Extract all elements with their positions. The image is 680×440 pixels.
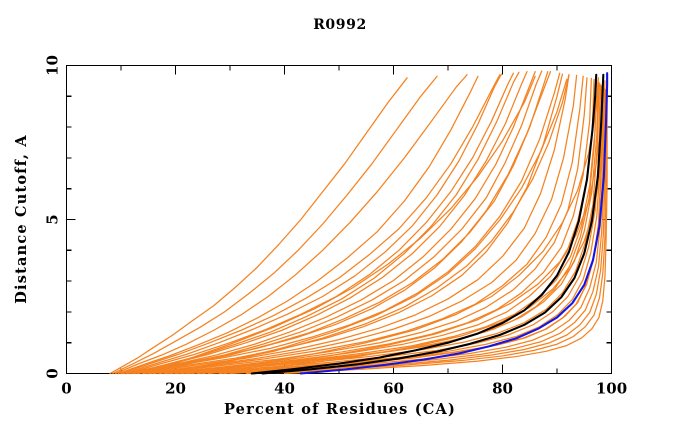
curve-prediction-orange-26 [180,83,601,375]
curve-prediction-orange-17 [142,74,578,375]
curve-prediction-orange-10 [134,71,536,375]
curve-prediction-orange-15 [131,73,564,375]
curve-prediction-orange-01 [109,77,408,375]
x-axis-title: Percent of Residues (CA) [224,401,456,418]
y-tick-label: 0 [44,368,62,378]
curve-prediction-orange-33 [262,89,608,375]
curve-prediction-orange-39 [202,78,604,375]
curve-prediction-orange-11 [136,70,543,375]
curve-prediction-orange-05 [120,74,501,375]
y-tick-labels: 0 5 10 [44,55,62,379]
curve-prediction-orange-04 [117,75,479,375]
y-tick-label: 5 [44,214,62,224]
curve-prediction-orange-22 [169,78,597,375]
curve-prediction-orange-14 [125,72,561,375]
curve-prediction-orange-35 [158,74,570,375]
curve-prediction-orange-03 [114,74,468,375]
y-axis-title: Distance Cutoff, A [13,134,30,304]
x-tick-label: 60 [383,380,404,398]
data-curves [109,70,609,375]
curve-prediction-orange-13 [120,71,552,375]
curve-prediction-orange-38 [191,77,600,375]
x-tick-label: 0 [61,380,71,398]
curve-prediction-black-best [250,73,598,375]
curve-prediction-blue-reference [299,72,609,375]
y-tick-label: 10 [44,55,62,76]
x-tick-label: 80 [492,380,513,398]
x-tick-labels: 0 20 40 60 80 100 [61,380,627,398]
x-tick-label: 40 [274,380,295,398]
x-tick-label: 100 [596,380,627,398]
curve-prediction-orange-34 [283,90,608,375]
curve-prediction-orange-36 [169,78,568,375]
curve-prediction-orange-09 [131,71,528,375]
curve-prediction-orange-23 [174,80,599,375]
curve-prediction-black-second [261,73,605,375]
x-tick-label: 20 [165,380,186,398]
curve-prediction-orange-37 [144,75,536,375]
curve-prediction-orange-06 [123,73,503,375]
curve-prediction-orange-02 [112,75,438,375]
curve-prediction-orange-08 [128,71,520,375]
curve-prediction-orange-24 [147,81,597,375]
curve-prediction-orange-40 [223,80,606,375]
curve-prediction-orange-16 [136,74,570,375]
curve-prediction-orange-30 [218,87,604,375]
page-title: R0992 [313,17,367,33]
curve-prediction-orange-32 [245,88,607,375]
curve-prediction-orange-07 [125,72,515,375]
